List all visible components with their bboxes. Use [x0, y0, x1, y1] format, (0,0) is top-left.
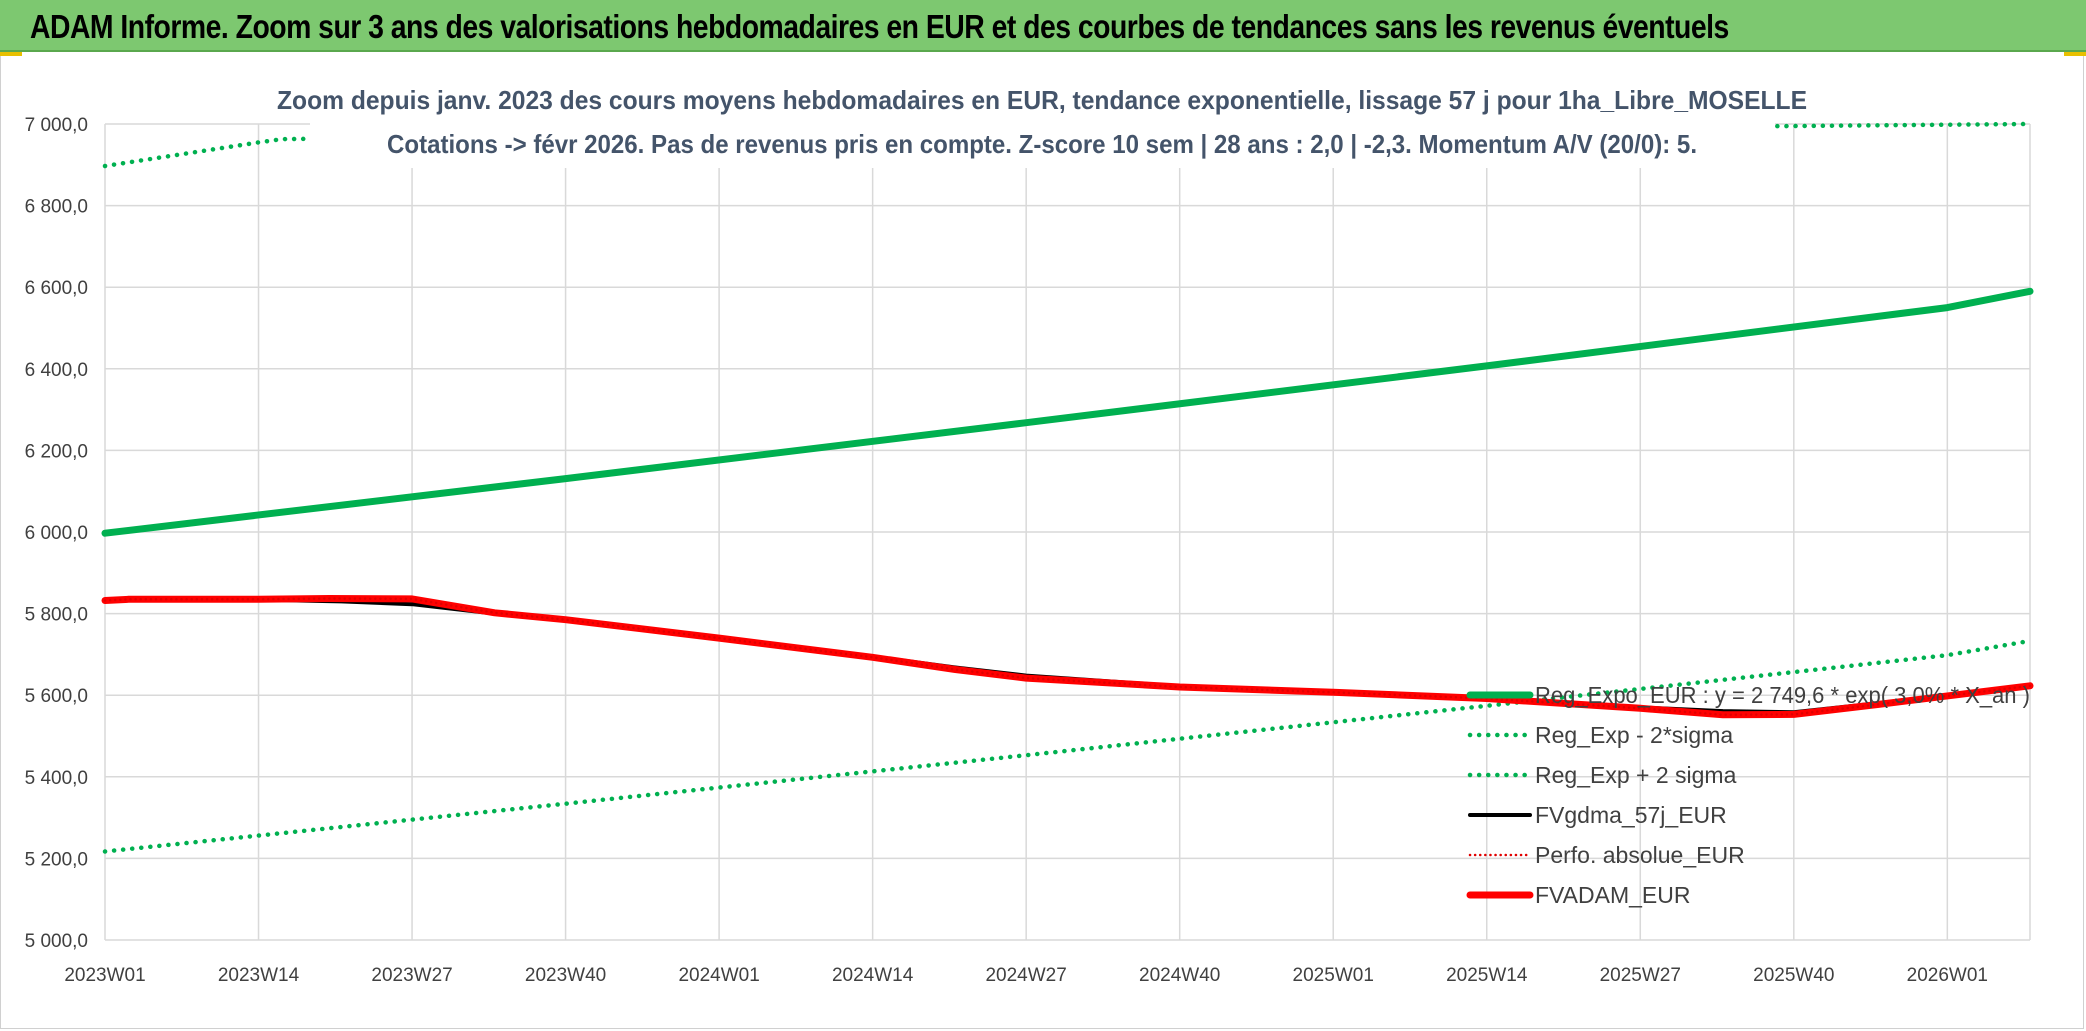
- x-tick-label: 2024W14: [832, 965, 914, 986]
- x-tick-label: 2023W40: [525, 965, 606, 986]
- legend-entry: Perfo. absolue_EUR: [1535, 842, 1745, 868]
- y-tick-label: 6 000,0: [25, 523, 88, 544]
- legend-entry: Reg_Exp - 2*sigma: [1535, 722, 1733, 748]
- x-tick-label: 2024W01: [678, 965, 759, 986]
- y-tick-label: 5 200,0: [25, 849, 88, 870]
- legend-entry: Reg_Exp + 2 sigma: [1535, 762, 1737, 788]
- chart-subtitle: Zoom depuis janv. 2023 des cours moyens …: [277, 80, 1807, 168]
- x-tick-label: 2025W27: [1600, 965, 1681, 986]
- subtitle-background: [310, 80, 1775, 168]
- y-tick-label: 6 400,0: [25, 360, 88, 381]
- y-tick-label: 6 600,0: [25, 278, 88, 299]
- y-tick-label: 6 200,0: [25, 441, 88, 462]
- corner-accent-right: [2064, 52, 2086, 56]
- series-line-4: [103, 597, 2032, 717]
- corner-accent-left: [0, 52, 22, 56]
- chart-subtitle-line-2: Cotations -> févr 2026. Pas de revenus p…: [387, 129, 1697, 159]
- x-tick-label: 2023W01: [64, 965, 145, 986]
- y-tick-label: 5 600,0: [25, 686, 88, 707]
- y-tick-label: 7 000,0: [25, 115, 88, 136]
- x-tick-label: 2025W01: [1293, 965, 1374, 986]
- x-tick-label: 2025W40: [1753, 965, 1834, 986]
- header-bar: ADAM Informe. Zoom sur 3 ans des valoris…: [0, 0, 2086, 52]
- grid: [104, 123, 2031, 941]
- legend-entry: FVgdma_57j_EUR: [1535, 802, 1727, 828]
- y-tick-label: 5 000,0: [25, 931, 88, 952]
- y-axis-ticks: 5 000,0 5 200,0 5 400,0 5 600,0 5 800,0 6 000…: [25, 115, 88, 952]
- legend-entry: Reg_Expo_EUR : y = 2 749,6 * exp( 3,0% *…: [1535, 682, 2030, 708]
- y-tick-label: 5 400,0: [25, 768, 88, 789]
- chart-subtitle-line-1: Zoom depuis janv. 2023 des cours moyens …: [277, 85, 1807, 115]
- series-lines: [101, 121, 2034, 854]
- x-tick-label: 2025W14: [1446, 965, 1528, 986]
- x-tick-label: 2024W27: [985, 965, 1066, 986]
- series-line-0: [101, 287, 2034, 537]
- legend: Reg_Expo_EUR : y = 2 749,6 * exp( 3,0% *…: [1466, 682, 2030, 908]
- x-tick-label: 2024W40: [1139, 965, 1220, 986]
- y-tick-label: 6 800,0: [25, 197, 88, 218]
- x-tick-label: 2023W27: [371, 965, 452, 986]
- x-tick-label: 2023W14: [218, 965, 300, 986]
- x-axis-ticks: 2023W01 2023W14 2023W27 2023W40 2024W01 2024W…: [64, 965, 1988, 986]
- legend-entry: FVADAM_EUR: [1535, 882, 1691, 908]
- series-line-1: [102, 638, 2033, 854]
- x-tick-label: 2026W01: [1907, 965, 1988, 986]
- page-title: ADAM Informe. Zoom sur 3 ans des valoris…: [30, 8, 1729, 45]
- y-tick-label: 5 800,0: [25, 605, 88, 626]
